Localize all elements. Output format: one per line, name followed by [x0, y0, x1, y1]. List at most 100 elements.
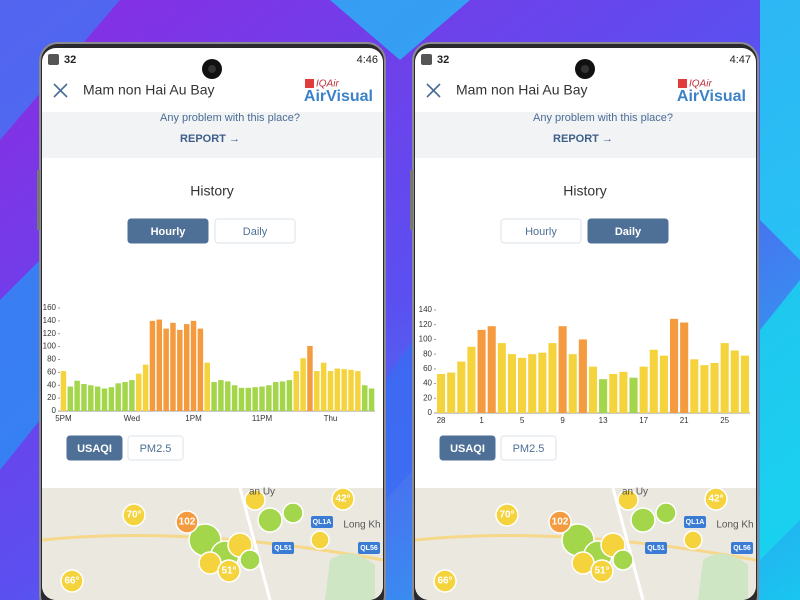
report-question: Any problem with this place? — [533, 112, 673, 124]
bar — [115, 383, 121, 411]
aqi-marker[interactable] — [257, 507, 283, 533]
range-tab[interactable] — [214, 218, 296, 244]
bar — [177, 329, 183, 411]
aqi-marker[interactable] — [704, 487, 728, 511]
aqi-marker[interactable] — [310, 530, 330, 550]
aqi-marker[interactable] — [612, 549, 634, 571]
bar — [720, 343, 729, 413]
map-label: 70° — [126, 510, 141, 521]
bar — [272, 382, 279, 411]
bar — [108, 387, 115, 411]
brand-top: IQAir — [316, 79, 339, 90]
y-tick-label: 0 — [428, 408, 433, 417]
pollutant-tab-label[interactable]: PM2.5 — [513, 443, 545, 455]
aqi-marker[interactable] — [590, 559, 614, 583]
history-chart: 0 20 40 60 80 100 120 140 160 5PM Wed 1PM 11PM Thu — [43, 303, 375, 423]
place-title: Mam non Hai Au Bay — [456, 82, 588, 98]
map-label: 70° — [499, 510, 514, 521]
bar — [183, 324, 190, 411]
y-tick-label: 40 — [47, 380, 56, 389]
range-tab[interactable] — [500, 218, 582, 244]
aqi-marker[interactable] — [630, 507, 656, 533]
bar — [487, 326, 496, 413]
close-button[interactable] — [426, 83, 441, 98]
bar — [81, 383, 87, 411]
map-label: Long Kh — [343, 520, 380, 531]
aqi-marker[interactable] — [175, 510, 199, 534]
side-button — [37, 170, 40, 230]
range-tab[interactable] — [587, 218, 669, 244]
bg-shape — [385, 340, 413, 500]
y-tick-label: 100 — [419, 335, 433, 344]
bar — [67, 386, 74, 411]
y-tick-label: 60 — [423, 364, 432, 373]
bar — [238, 387, 245, 411]
aqi-marker[interactable] — [282, 502, 304, 524]
bar — [700, 365, 709, 413]
road-shield — [311, 516, 333, 528]
range-tab-label[interactable]: Hourly — [151, 226, 187, 238]
road-shield — [731, 542, 753, 554]
aqi-marker[interactable] — [655, 502, 677, 524]
report-button[interactable]: REPORT → — [553, 133, 613, 145]
bar — [447, 372, 456, 413]
bar — [588, 366, 598, 413]
report-button[interactable]: REPORT → — [180, 133, 240, 145]
pollutant-tab-label[interactable]: USAQI — [77, 443, 112, 455]
aqi-marker[interactable] — [217, 559, 241, 583]
range-tab-label[interactable]: Hourly — [525, 226, 557, 238]
bar — [730, 350, 739, 413]
aqi-marker[interactable] — [617, 489, 639, 511]
aqi-marker[interactable] — [60, 569, 84, 593]
aqi-marker[interactable] — [495, 503, 519, 527]
y-tick-label: 120 — [419, 320, 433, 329]
camera-lens — [581, 65, 589, 73]
pollutant-tab[interactable] — [127, 435, 184, 461]
y-tick-label: 100 — [43, 342, 57, 351]
bar — [528, 354, 537, 413]
pollutant-tab-label[interactable]: USAQI — [450, 443, 485, 455]
bar — [659, 355, 668, 413]
road-shield — [684, 516, 706, 528]
bar — [629, 377, 638, 413]
x-tick-label: 25 — [720, 416, 729, 425]
close-button[interactable] — [53, 83, 68, 98]
pollutant-tab-label[interactable]: PM2.5 — [140, 443, 172, 455]
pollutant-tab[interactable] — [439, 435, 496, 461]
history-title: History — [563, 183, 607, 199]
bar — [578, 339, 587, 413]
bar — [211, 382, 217, 411]
bar — [136, 373, 142, 411]
history-chart: 0 20 40 60 80 100 120 140 28 1 5 9 13 17 21 25 — [419, 305, 750, 425]
bar — [320, 362, 327, 411]
range-tab-label[interactable]: Daily — [243, 226, 268, 238]
map-label: QL56 — [360, 545, 378, 552]
status-icon — [421, 54, 432, 65]
aqi-marker[interactable] — [122, 503, 146, 527]
pollutant-tab[interactable] — [66, 435, 123, 461]
y-tick-label: 0 — [52, 406, 57, 415]
map-label: 66° — [64, 576, 79, 587]
report-band — [42, 112, 383, 158]
aqi-marker[interactable] — [683, 530, 703, 550]
bg-shape — [760, 280, 800, 560]
x-tick-label: 17 — [639, 416, 648, 425]
aqi-marker[interactable] — [433, 569, 457, 593]
bar — [368, 388, 375, 411]
aqi-marker[interactable] — [239, 549, 261, 571]
map-label: QL51 — [647, 545, 665, 552]
aqi-marker[interactable] — [331, 487, 355, 511]
range-tab-label[interactable]: Daily — [615, 226, 642, 238]
bg-shape — [760, 0, 800, 260]
map-label: 42° — [335, 494, 350, 505]
aqi-marker[interactable] — [244, 489, 266, 511]
map-road — [611, 487, 645, 600]
bar — [477, 329, 486, 413]
range-tab[interactable] — [127, 218, 209, 244]
bar — [467, 346, 476, 413]
aqi-marker[interactable] — [548, 510, 572, 534]
pollutant-tab[interactable] — [500, 435, 557, 461]
